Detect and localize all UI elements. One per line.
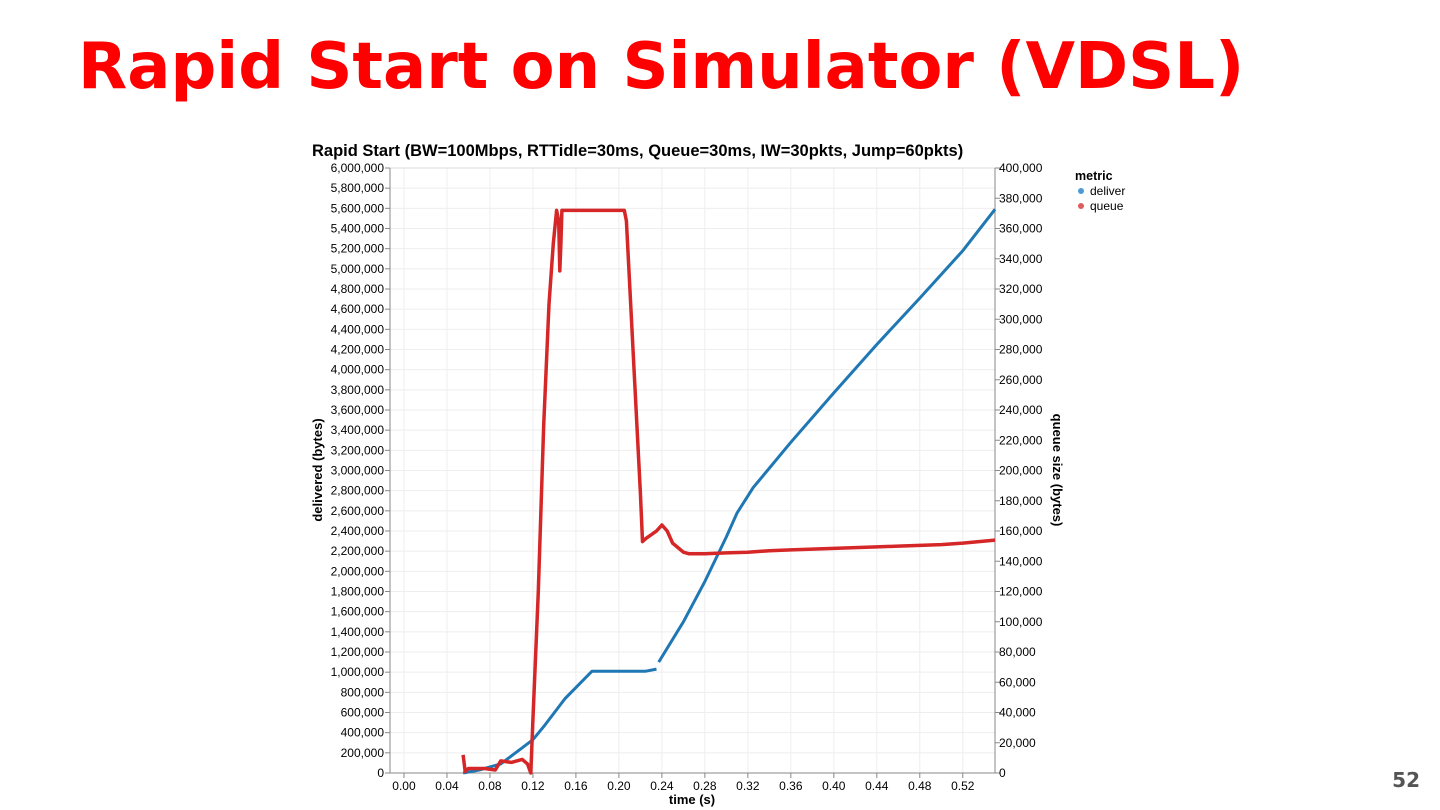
y-left-tick-label: 4,000,000 [331,363,385,377]
slide-title: Rapid Start on Simulator (VDSL) [78,30,1245,104]
y-left-tick-label: 5,800,000 [331,181,385,195]
y-right-tick-label: 20,000 [999,736,1036,750]
y-right-tick-label: 320,000 [999,282,1043,296]
x-tick-label: 0.20 [607,779,631,793]
y-left-tick-label: 2,600,000 [331,504,385,518]
y-left-tick-label: 5,000,000 [331,262,385,276]
y-left-tick-label: 3,400,000 [331,423,385,437]
y-right-tick-label: 300,000 [999,312,1043,326]
y-left-tick-label: 600,000 [341,706,385,720]
y-right-tick-label: 80,000 [999,645,1036,659]
x-tick-label: 0.52 [951,779,975,793]
y-left-tick-label: 4,600,000 [331,302,385,316]
y-left-tick-label: 2,400,000 [331,524,385,538]
y-left-tick-label: 1,800,000 [331,585,385,599]
y-left-tick-label: 2,200,000 [331,544,385,558]
x-tick-label: 0.32 [736,779,760,793]
y-left-tick-label: 800,000 [341,685,385,699]
y-left-axis-label: delivered (bytes) [310,418,325,521]
legend: metric deliver queue [1075,169,1125,213]
y-left-tick-label: 0 [377,766,384,780]
x-axis-label: time (s) [669,792,715,807]
y-left-tick-label: 1,400,000 [331,625,385,639]
y-left-tick-label: 1,200,000 [331,645,385,659]
y-right-tick-label: 280,000 [999,343,1043,357]
x-tick-label: 0.24 [650,779,674,793]
x-tick-label: 0.16 [564,779,588,793]
y-left-tick-label: 4,200,000 [331,343,385,357]
y-left-tick-label: 5,200,000 [331,242,385,256]
y-left-tick-label: 3,000,000 [331,464,385,478]
y-left-tick-label: 2,000,000 [331,564,385,578]
y-left-tick-label: 1,600,000 [331,605,385,619]
y-left-tick-label: 3,600,000 [331,403,385,417]
x-tick-label: 0.48 [908,779,932,793]
y-right-tick-label: 240,000 [999,403,1043,417]
y-left-tick-label: 6,000,000 [331,161,385,175]
y-right-tick-label: 360,000 [999,222,1043,236]
y-left-tick-label: 5,400,000 [331,222,385,236]
x-tick-label: 0.28 [693,779,717,793]
x-tick-label: 0.36 [779,779,803,793]
legend-label-queue: queue [1090,199,1124,213]
y-left-tick-label: 200,000 [341,746,385,760]
y-right-tick-label: 40,000 [999,706,1036,720]
y-left-tick-label: 5,600,000 [331,201,385,215]
y-left-tick-label: 3,200,000 [331,443,385,457]
y-right-tick-label: 120,000 [999,585,1043,599]
y-right-tick-label: 220,000 [999,433,1043,447]
y-right-tick-label: 400,000 [999,161,1043,175]
x-tick-label: 0.00 [392,779,416,793]
series-layer [461,208,997,775]
y-left-tick-label: 4,800,000 [331,282,385,296]
grid-lines [390,167,995,774]
x-tick-label: 0.40 [822,779,846,793]
y-left-tick-label: 4,400,000 [331,322,385,336]
y-right-tick-label: 0 [999,766,1006,780]
y-right-axis: 0 20,000 40,000 60,000 80,000 100,000 120,000 1… [994,161,1043,780]
x-tick-label: 0.12 [521,779,545,793]
y-right-tick-label: 100,000 [999,615,1043,629]
legend-title: metric [1075,169,1113,183]
y-right-tick-label: 180,000 [999,494,1043,508]
y-right-tick-label: 340,000 [999,252,1043,266]
x-tick-label: 0.44 [865,779,889,793]
x-tick-label: 0.08 [478,779,502,793]
legend-swatch-queue [1078,203,1084,209]
y-left-tick-label: 1,000,000 [331,665,385,679]
y-left-tick-label: 3,800,000 [331,383,385,397]
y-right-tick-label: 60,000 [999,675,1036,689]
series-line-deliver [657,208,997,663]
y-right-tick-label: 140,000 [999,554,1043,568]
chart-title: Rapid Start (BW=100Mbps, RTTidle=30ms, Q… [312,142,963,160]
x-axis: 0.00 0.04 0.08 0.12 0.16 0.20 0.24 0.28 0.32 0.36… [390,772,995,793]
series-line-deliver [462,667,657,775]
y-left-tick-label: 400,000 [341,726,385,740]
y-left-axis: 0 200,000 400,000 600,000 800,000 1,000,000 1,… [331,161,391,780]
page-number: 52 [1392,768,1420,792]
y-right-tick-label: 260,000 [999,373,1043,387]
y-right-tick-label: 380,000 [999,191,1043,205]
y-right-axis-label: queue size (bytes) [1050,414,1065,527]
x-tick-label: 0.04 [435,779,459,793]
legend-label-deliver: deliver [1090,184,1125,198]
legend-swatch-deliver [1078,188,1084,194]
y-left-tick-label: 2,800,000 [331,484,385,498]
y-right-tick-label: 160,000 [999,524,1043,538]
series-line-queue [461,208,996,775]
y-right-tick-label: 200,000 [999,464,1043,478]
